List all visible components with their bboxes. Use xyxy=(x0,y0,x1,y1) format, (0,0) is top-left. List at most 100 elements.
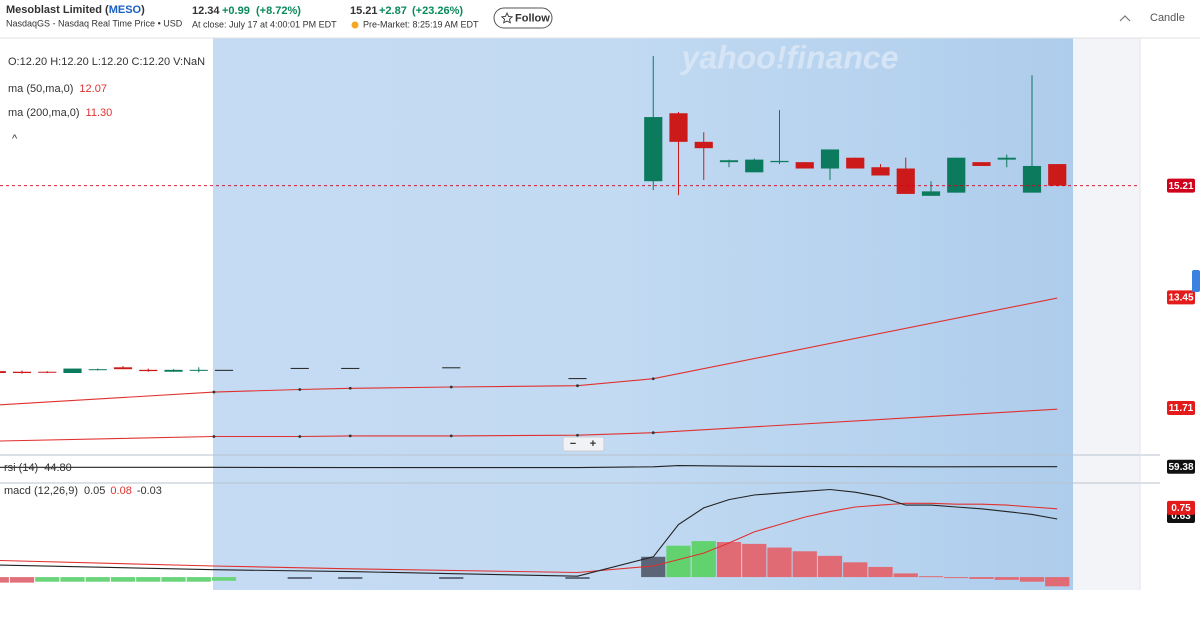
macd-signal-line xyxy=(0,502,1058,574)
macd-bar xyxy=(9,577,35,583)
ma-dot xyxy=(348,434,352,438)
candle-body xyxy=(113,367,133,370)
macd-bar xyxy=(944,577,969,579)
ma-dot xyxy=(576,433,579,437)
rsi-name: rsi (14) xyxy=(4,462,38,474)
macd-bar xyxy=(792,551,817,578)
candle-body xyxy=(139,369,158,372)
ma-dot xyxy=(449,434,453,438)
candle-body xyxy=(719,160,739,163)
follow-outline[interactable] xyxy=(493,7,553,29)
macd-bar xyxy=(287,577,312,579)
zoom-controls[interactable]: − + xyxy=(562,436,605,452)
macd-bar xyxy=(60,577,85,582)
candle-body xyxy=(63,368,82,374)
macd-bar xyxy=(742,543,767,578)
ohlc-readout: O:12.20 H:12.20 L:12.20 C:12.20 V:NaN xyxy=(8,56,205,68)
macd-bar xyxy=(691,541,716,578)
macd-bar xyxy=(767,547,792,578)
macd-bar xyxy=(1045,577,1070,587)
candle-body xyxy=(568,378,587,380)
macd-bar xyxy=(338,577,363,579)
macd-bar xyxy=(136,577,161,582)
rsi-readout: 44.80 xyxy=(44,462,72,474)
macd-bar xyxy=(868,566,893,578)
follow-button[interactable]: Follow xyxy=(493,7,553,29)
ma-dot xyxy=(212,435,216,438)
scroll-tab[interactable] xyxy=(1192,270,1200,292)
candle-body xyxy=(795,162,814,169)
macd-last-label: 0.63 xyxy=(1171,511,1191,522)
name-end: ) xyxy=(141,4,145,16)
ma-dot xyxy=(298,435,302,438)
zoom-out[interactable]: − xyxy=(570,438,576,450)
ma-last-label-box xyxy=(1167,290,1195,305)
future-area xyxy=(1073,38,1140,590)
macd-bar xyxy=(893,573,918,578)
ma-line xyxy=(0,297,1058,406)
close-change: +0.99 xyxy=(222,5,250,17)
chart-type[interactable]: Candle xyxy=(1150,12,1185,24)
macd-bar xyxy=(439,577,464,579)
close-time: At close: July 17 at 4:00:01 PM EDT xyxy=(192,19,337,29)
candle-body xyxy=(846,157,865,169)
macd-bar xyxy=(817,555,843,578)
close-change-pct: (+8.72%) xyxy=(256,5,301,17)
candle-body xyxy=(820,149,840,169)
marks xyxy=(0,56,1140,587)
candle-body xyxy=(290,367,309,369)
ma-name: ma (50,ma,0) xyxy=(8,83,73,95)
watermark: yahoo!finance xyxy=(680,39,899,75)
candle-body xyxy=(669,113,688,142)
ticker[interactable]: MESO xyxy=(109,4,142,16)
macd-readout: 0.05 xyxy=(84,485,105,497)
ma-readout: 12.07 xyxy=(79,83,107,95)
follow-label[interactable]: Follow xyxy=(515,12,550,24)
name: Mesoblast Limited ( xyxy=(6,4,109,16)
candle-body xyxy=(997,157,1016,160)
pre-price: 15.21 xyxy=(350,5,378,17)
candle-body xyxy=(12,371,32,374)
macd-bar xyxy=(211,577,237,581)
macd-bar xyxy=(85,577,110,582)
candle-body xyxy=(189,369,208,371)
candle-body xyxy=(694,141,713,149)
candle-body xyxy=(442,367,461,369)
candle-body xyxy=(871,167,890,176)
zoom-box[interactable] xyxy=(562,436,605,452)
close-price: 12.34 xyxy=(192,5,220,17)
collapse-icon[interactable]: ^ xyxy=(12,133,18,145)
ma-dot xyxy=(576,384,579,388)
pre-time: Pre-Market: 8:25:19 AM EDT xyxy=(363,19,479,29)
candle-body xyxy=(88,369,107,371)
macd-name: macd (12,26,9) xyxy=(4,485,78,497)
signal-last-label: 0.75 xyxy=(1171,503,1191,514)
candle-body xyxy=(341,367,360,369)
ma-dot xyxy=(651,377,655,381)
rsi-last-label: 59.38 xyxy=(1168,462,1193,473)
exchange: NasdaqGS - Nasdaq Real Time Price • USD xyxy=(6,18,183,28)
overlay: 15.21 13.45 11.71 59.38 0.630.75 ma (50,ma,0)… xyxy=(4,83,1195,523)
ma-last-label: 11.71 xyxy=(1169,403,1194,414)
candle-body xyxy=(0,371,6,374)
star-icon[interactable] xyxy=(500,11,514,24)
collapse-button[interactable] xyxy=(1119,15,1131,22)
candle-body xyxy=(896,168,915,194)
ma-dot xyxy=(651,431,655,435)
ma-readout: 11.30 xyxy=(86,107,113,119)
ma-last-label: 13.45 xyxy=(1168,293,1193,304)
last-price-label-box xyxy=(1167,178,1195,193)
candle-body xyxy=(1048,164,1067,186)
zoom-in[interactable]: + xyxy=(590,438,596,450)
ma-line xyxy=(0,408,1058,442)
candle-body xyxy=(1022,165,1042,193)
ma-dot xyxy=(298,388,302,391)
ma-dot xyxy=(212,390,216,394)
macd-bar xyxy=(161,577,186,582)
company-name: Mesoblast Limited (MESO) xyxy=(6,4,145,16)
macd-bar xyxy=(565,577,590,579)
last-price-label: 15.21 xyxy=(1168,181,1193,192)
candle-body xyxy=(164,369,183,372)
macd-bar xyxy=(35,577,60,582)
